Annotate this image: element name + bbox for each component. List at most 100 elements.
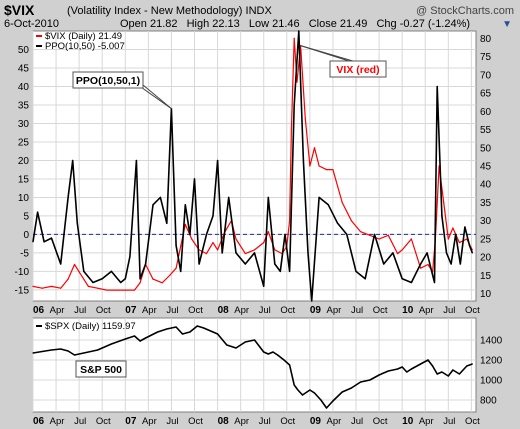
right-axis-tick-label: 45 [480, 162, 492, 173]
main-x-tick-label: Apr [419, 305, 434, 316]
spx-series-line-point [276, 354, 279, 356]
spx-series-line-point [325, 407, 328, 409]
spx-x-tick-label: Jul [443, 416, 455, 427]
spx-series-line-point [139, 340, 141, 342]
ppo-series-line-point [205, 233, 208, 236]
ppo-series-line-point [401, 278, 403, 280]
main-x-tick-label: Apr [327, 305, 342, 316]
main-x-tick-label: Jul [443, 305, 455, 316]
quote-date: 6-Oct-2010 [4, 18, 60, 30]
vix-series-line-point [420, 267, 422, 269]
ppo-series-line-point [124, 278, 126, 280]
spx-x-tick-label: Apr [50, 416, 65, 427]
spx-series-line-point [144, 337, 147, 339]
ppo-series-line-point [471, 252, 473, 254]
chart-options-arrow-icon[interactable]: ▼ [502, 19, 512, 30]
spx-annotation-box [75, 360, 127, 378]
ppo-series-line-point [445, 252, 448, 254]
vix-series-line-point [313, 147, 316, 149]
spx-x-tick-label: Jul [259, 416, 271, 427]
spx-series-line-point [73, 354, 76, 356]
vix-series-line-point [106, 289, 108, 291]
main-x-tick-label: Jul [74, 305, 86, 316]
vix-series-line-point [32, 285, 34, 288]
ppo-series-line-point [355, 270, 357, 273]
quote-change: Chg -0.27 (-1.24%) [376, 18, 471, 30]
spx-x-tick-label: 09 [310, 416, 322, 427]
spx-series-line-point [458, 373, 460, 375]
spx-series-line-point [50, 349, 53, 351]
main-x-tick-label: Jul [351, 305, 363, 316]
ppo-annotation-label: PPO(10,50,1) [76, 75, 140, 87]
vix-series-line-point [205, 252, 208, 255]
spx-series-line-point [441, 371, 443, 373]
spx-series-line-point [189, 331, 191, 333]
spx-series-line-point [181, 333, 184, 335]
ppo-series-line-point [83, 270, 85, 273]
legend-entry: PPO(10,50) -5.007 [45, 41, 125, 52]
vix-series-line-point [452, 227, 454, 229]
right-axis-tick-label: 65 [480, 89, 492, 100]
vix-series-line-point [447, 238, 449, 240]
spx-series-line-point [378, 374, 380, 376]
spx-axis-tick-label: 1400 [480, 336, 503, 347]
spx-series-line-point [244, 341, 246, 343]
vix-series-line-point [360, 231, 362, 233]
ppo-series-line-point [431, 270, 433, 273]
spx-x-tick-label: 06 [33, 416, 45, 427]
spx-series-line-point [301, 394, 304, 396]
ticker-description: (Volatility Index - New Methodology) IND… [67, 5, 272, 17]
vix-series-line-point [296, 81, 298, 83]
vix-series-line-point [97, 287, 99, 289]
left-axis-tick-label: 15 [18, 174, 30, 185]
ppo-series-line-point [336, 222, 339, 224]
quote-open: Open 21.82 [120, 18, 178, 30]
spx-series-line-point [341, 391, 343, 393]
spx-series-line-point [410, 368, 412, 370]
spx-series-line-point [406, 371, 408, 373]
spx-series-line-point [267, 353, 269, 355]
ppo-series-line-point [235, 252, 237, 254]
spx-x-tick-label: Jul [74, 416, 86, 427]
spx-series-line-point [288, 364, 291, 366]
ppo-annotation-box [72, 71, 144, 89]
ppo-series-line-point [441, 215, 443, 217]
ppo-series-line-point [76, 222, 78, 224]
spx-series-line-point [203, 327, 205, 329]
ppo-series-line-point [293, 104, 295, 106]
spx-series-line-point [83, 352, 85, 354]
right-axis-tick-label: 20 [480, 253, 492, 264]
right-axis-tick-label: 30 [480, 216, 492, 227]
ticker-symbol: $VIX [4, 2, 35, 18]
spx-series-line-point [110, 343, 113, 345]
spx-x-tick-label: 07 [125, 416, 137, 427]
ppo-series-line-point [189, 233, 191, 236]
ppo-series-line-point [50, 237, 53, 239]
spx-series-line-point [272, 351, 274, 353]
spx-axis-tick-label: 800 [480, 396, 497, 407]
vix-series-line-point [216, 249, 219, 251]
vix-annotation-box [329, 60, 387, 78]
spx-series-line-point [332, 400, 334, 402]
spx-series-line-point [166, 328, 168, 330]
vix-series-line-point [274, 249, 276, 251]
spx-series-line-point [60, 348, 62, 350]
spx-x-tick-label: 08 [218, 416, 230, 427]
ppo-series-line-point [43, 241, 45, 243]
ppo-series-line-point [135, 159, 137, 162]
vix-annotation-label: VIX (red) [336, 64, 379, 76]
ppo-series-line-point [144, 263, 147, 265]
spx-series-line-point [97, 349, 99, 351]
spx-series-line-point [175, 326, 177, 328]
ppo-series-line-point [184, 204, 186, 206]
main-x-tick-label: Oct [465, 305, 480, 316]
ppo-series-line-point [284, 233, 286, 236]
spx-x-tick-label: Oct [373, 416, 388, 427]
main-x-tick-label: Oct [188, 305, 203, 316]
main-x-tick-label: 08 [218, 305, 230, 316]
ppo-series-line-point [212, 215, 214, 217]
vix-series-line-point [401, 249, 403, 251]
ppo-series-line-point [152, 204, 154, 206]
main-x-tick-label: 09 [310, 305, 322, 316]
main-x-tick-label: Jul [166, 305, 178, 316]
